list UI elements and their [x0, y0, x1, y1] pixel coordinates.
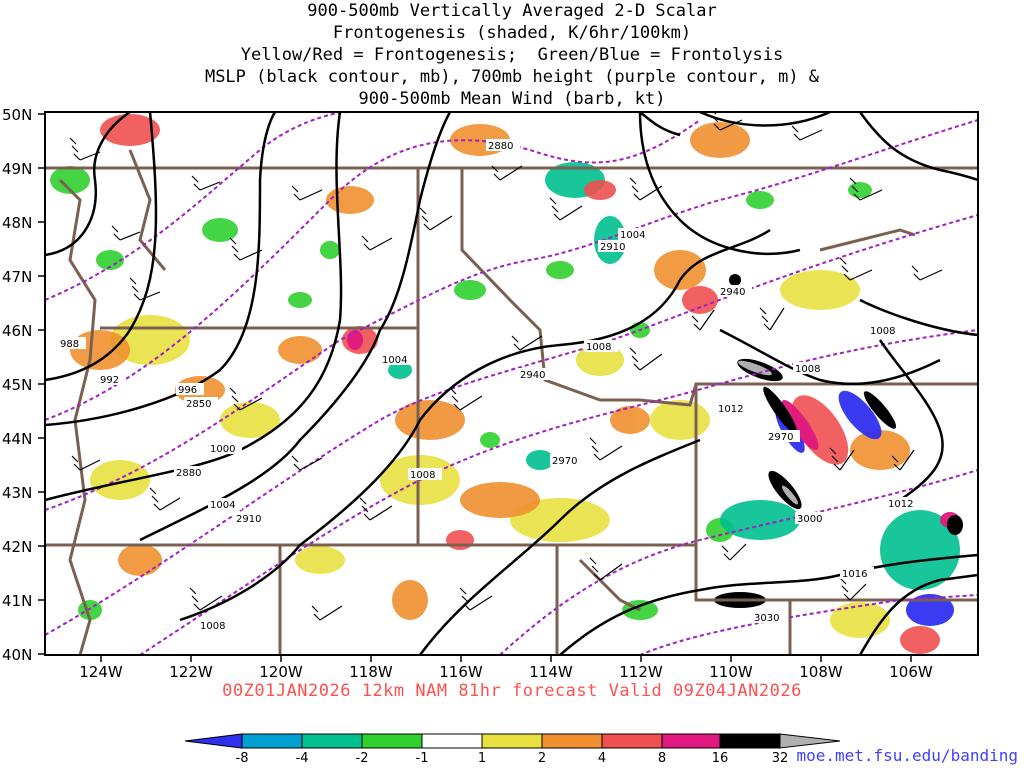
latitude-labels: 50N 49N 48N 47N 46N 45N 44N 43N 42N 41N … [2, 106, 32, 664]
lat-label: 47N [2, 268, 32, 286]
lon-label: 108W [799, 663, 843, 681]
lat-label: 43N [2, 484, 32, 502]
lon-label: 124W [79, 663, 123, 681]
mslp-label: 992 [100, 375, 119, 386]
height-label: 2940 [720, 287, 745, 298]
state-borders [45, 149, 978, 655]
colorbar-segment [241, 733, 303, 749]
lon-label: 120W [259, 663, 303, 681]
lon-label: 106W [889, 663, 933, 681]
mslp-label: 1004 [620, 230, 645, 241]
colorbar-segment [601, 733, 663, 749]
height-label: 2970 [552, 456, 577, 467]
mslp-label: 1004 [210, 500, 235, 511]
mslp-label: 1008 [586, 342, 611, 353]
colorbar-segment [661, 733, 721, 749]
colorbar-tick: -2 [356, 751, 369, 766]
lon-label: 122W [169, 663, 213, 681]
colorbar-segment [541, 733, 603, 749]
source-url[interactable]: moe.met.fsu.edu/banding [796, 746, 1018, 765]
height-label: 2910 [600, 242, 625, 253]
height-label: 2850 [186, 399, 211, 410]
mslp-label: 1008 [200, 621, 225, 632]
height-label: 2970 [768, 432, 793, 443]
height-label: 2880 [488, 141, 513, 152]
title-line-3: Yellow/Red = Frontogenesis; Green/Blue =… [240, 45, 784, 65]
lon-label: 118W [349, 663, 393, 681]
colorbar-tick: 2 [538, 751, 546, 766]
lat-label: 45N [2, 376, 32, 394]
mslp-label: 996 [178, 385, 197, 396]
title-line-1: 900-500mb Vertically Averaged 2-D Scalar [307, 1, 717, 21]
lon-label: 112W [619, 663, 663, 681]
lat-label: 42N [2, 538, 32, 556]
mslp-label: 1016 [842, 569, 867, 580]
lat-label: 41N [2, 592, 32, 610]
colorbar-segment [779, 733, 841, 749]
height-label: 3030 [754, 613, 779, 624]
height-label: 2910 [236, 514, 261, 525]
colorbar-segment [719, 733, 781, 749]
mslp-label: 1008 [410, 470, 435, 481]
lat-label: 49N [2, 160, 32, 178]
title-line-4: MSLP (black contour, mb), 700mb height (… [204, 67, 820, 87]
lon-label: 110W [709, 663, 753, 681]
mslp-label: 1000 [210, 444, 235, 455]
colorbar-tick: -4 [296, 751, 309, 766]
lat-label: 50N [2, 106, 32, 124]
colorbar [184, 733, 841, 749]
mslp-label: 1004 [382, 355, 407, 366]
colorbar-tick: 1 [478, 751, 486, 766]
colorbar-segment [301, 733, 363, 749]
height-label: 2880 [176, 468, 201, 479]
mslp-label: 1008 [870, 326, 895, 337]
mslp-label: 988 [60, 339, 79, 350]
colorbar-segment [361, 733, 423, 749]
lat-label: 44N [2, 430, 32, 448]
wind-barbs [69, 112, 943, 621]
colorbar-segment [481, 733, 543, 749]
lat-label: 48N [2, 214, 32, 232]
forecast-valid-time: 00Z01JAN2026 12km NAM 81hr forecast Vali… [222, 681, 802, 701]
mslp-label: 1012 [718, 404, 743, 415]
wind-barb-row [69, 112, 943, 621]
colorbar-tick: -8 [236, 751, 249, 766]
colorbar-tick: 4 [598, 751, 606, 766]
mslp-contours [45, 112, 978, 655]
title-line-5: 900-500mb Mean Wind (barb, kt) [358, 89, 666, 109]
colorbar-tick: 16 [712, 751, 729, 766]
colorbar-segment [421, 733, 483, 749]
mslp-label: 1012 [888, 499, 913, 510]
lat-label: 46N [2, 322, 32, 340]
title-line-2: Frontogenesis (shaded, K/6hr/100km) [332, 23, 692, 43]
height-label: 3000 [797, 514, 822, 525]
colorbar-tick: -1 [416, 751, 429, 766]
height-label: 2940 [520, 370, 545, 381]
lon-label: 116W [439, 663, 483, 681]
lon-label: 114W [529, 663, 573, 681]
map-title: 900-500mb Vertically Averaged 2-D Scalar… [0, 0, 1024, 110]
colorbar-tick: 32 [772, 751, 789, 766]
colorbar-tick: 8 [658, 751, 666, 766]
contour-labels: 988 992 996 1000 1004 1008 1004 1008 100… [58, 139, 920, 632]
longitude-labels: 124W 122W 120W 118W 116W 114W 112W 110W … [79, 663, 933, 681]
colorbar-ticks: -8 -4 -2 -1 1 2 4 8 16 32 [236, 751, 789, 766]
axis-ticks [38, 113, 912, 662]
colorbar-segment [184, 733, 243, 749]
lat-label: 40N [2, 646, 32, 664]
mslp-label: 1008 [795, 364, 820, 375]
